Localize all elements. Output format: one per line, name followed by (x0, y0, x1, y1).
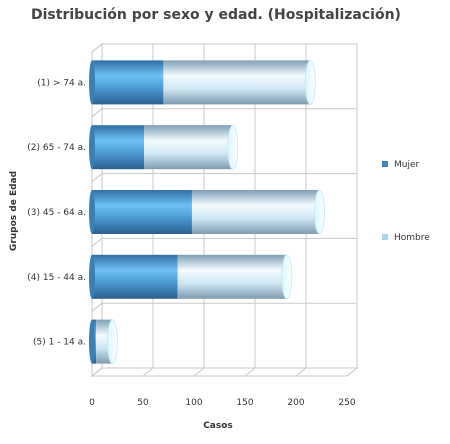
legend-label-hombre: Hombre (394, 233, 430, 243)
category-labels: (1) > 74 a. (2) 65 - 74 a. (3) 45 - 64 a. (… (27, 78, 86, 347)
legend: Mujer Hombre (382, 160, 430, 243)
category-label-3: (3) 45 - 64 a. (27, 208, 86, 218)
bar-mujer-2 (92, 125, 145, 170)
category-label-5: (5) 1 - 14 a. (33, 338, 86, 348)
bar-end-cap-5 (107, 319, 118, 365)
gridline-floor (244, 367, 256, 377)
band-separator-left (91, 238, 103, 247)
gridline-floor (193, 367, 205, 377)
bar-mujer-1 (92, 60, 164, 105)
bar-end-cap-3 (314, 189, 325, 235)
legend-swatch-mujer (382, 161, 388, 167)
bar-start-cap-2 (89, 125, 95, 170)
x-tick-label-0: 0 (89, 398, 95, 408)
bar-mujer-3 (92, 190, 192, 234)
x-axis-title: Casos (203, 421, 233, 431)
x-ticks: 0 50 100 150 200 250 (89, 398, 356, 408)
bar-start-cap-1 (89, 60, 95, 105)
legend-label-mujer: Mujer (394, 160, 420, 170)
chart-title: Distribución por sexo y edad. (Hospitali… (31, 7, 401, 23)
bar-hombre-1 (163, 60, 311, 105)
bar-hombre-3 (191, 190, 320, 234)
x-tick-label-50: 50 (137, 398, 149, 408)
band-separator-left (91, 173, 103, 182)
gridline-floor (295, 367, 307, 377)
y-axis-title: Grupos de Edad (9, 171, 19, 251)
category-label-1: (1) > 74 a. (37, 78, 86, 88)
x-tick-label-100: 100 (185, 398, 202, 408)
category-label-4: (4) 15 - 44 a. (27, 273, 86, 283)
bar-end-cap-1 (304, 60, 316, 105)
gridline-floor (142, 367, 154, 377)
bar-end-cap-2 (227, 124, 239, 170)
bar-end-cap-4 (281, 254, 293, 300)
floor (90, 367, 359, 377)
x-tick-label-150: 150 (236, 398, 253, 408)
bar-start-cap-3 (89, 190, 95, 234)
bar-hombre-4 (177, 254, 287, 299)
bar-hombre-2 (144, 125, 233, 170)
x-tick-label-200: 200 (287, 398, 304, 408)
band-separator-left (91, 302, 103, 312)
x-tick-label-250: 250 (338, 398, 355, 408)
legend-swatch-hombre (382, 234, 388, 240)
bar-start-cap-4 (89, 254, 95, 299)
band-separator-left (91, 43, 103, 53)
bars-layer (89, 60, 325, 365)
bar-mujer-4 (92, 254, 178, 299)
band-separator-left (91, 367, 103, 377)
gridline-floor (346, 367, 358, 377)
category-label-2: (2) 65 - 74 a. (27, 143, 86, 153)
bar-start-cap-5 (89, 319, 95, 364)
band-separator-left (91, 108, 103, 118)
